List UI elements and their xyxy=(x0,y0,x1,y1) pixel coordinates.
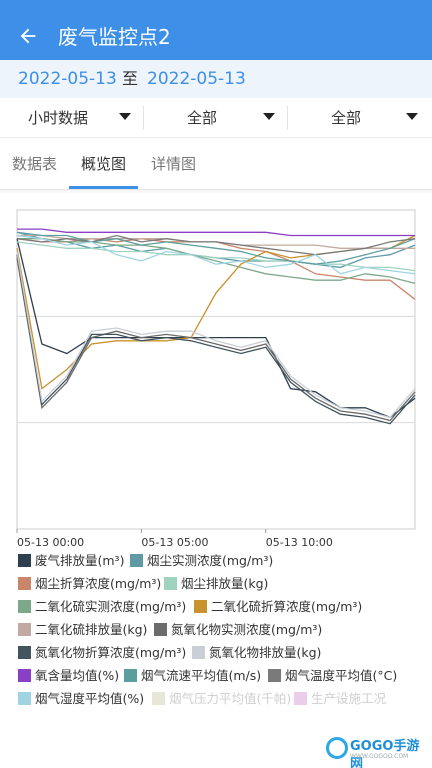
filter-label: 全部 xyxy=(187,109,218,127)
date-separator: 至 xyxy=(122,69,139,88)
date-range-bar: 2022-05-13 至 2022-05-13 xyxy=(0,60,432,98)
legend-item[interactable]: 废气排放量(m³) xyxy=(18,550,124,572)
legend-item[interactable]: 二氧化硫折算浓度(mg/m³) xyxy=(194,596,362,618)
start-date[interactable]: 2022-05-13 xyxy=(18,69,117,89)
legend-label: 烟尘排放量(kg) xyxy=(181,576,269,591)
legend-item[interactable]: 烟尘折算浓度(mg/m³) xyxy=(18,573,161,595)
arrow-left-icon xyxy=(20,28,36,44)
back-button[interactable] xyxy=(14,22,42,50)
legend-swatch xyxy=(164,577,177,590)
end-date[interactable]: 2022-05-13 xyxy=(147,69,246,89)
legend-swatch xyxy=(18,646,31,659)
watermark-text: GOGO手游网 xyxy=(350,739,420,768)
legend-label: 烟尘实测浓度(mg/m³) xyxy=(147,553,274,568)
legend-item[interactable]: 氮氧化物折算浓度(mg/m³) xyxy=(18,642,186,664)
legend-label: 烟气湿度平均值(%) xyxy=(35,691,145,706)
legend-item[interactable]: 烟气压力平均值(千帕) xyxy=(152,688,291,710)
series-line-8 xyxy=(16,254,416,425)
filter-scope[interactable]: 全部 xyxy=(288,98,432,138)
active-tab-indicator xyxy=(69,186,138,189)
legend-label: 二氧化硫折算浓度(mg/m³) xyxy=(211,599,363,614)
filter-label: 全部 xyxy=(331,109,362,127)
legend-label: 废气排放量(m³) xyxy=(35,553,125,568)
page-title: 废气监控点2 xyxy=(58,25,171,49)
legend-item[interactable]: 生产设施工况 xyxy=(294,688,386,710)
legend-label: 二氧化硫排放量(kg) xyxy=(35,622,148,637)
series-line-13 xyxy=(16,234,416,275)
legend-label: 氮氧化物折算浓度(mg/m³) xyxy=(35,645,187,660)
series-line-10 xyxy=(17,228,415,237)
filter-label: 小时数据 xyxy=(28,109,89,127)
legend-item[interactable]: 氮氧化物实测浓度(mg/m³) xyxy=(154,619,322,641)
legend-label: 烟气温度平均值(°C) xyxy=(285,668,398,683)
legend-swatch xyxy=(152,692,165,705)
legend-item[interactable]: 二氧化硫排放量(kg) xyxy=(18,619,147,641)
series-line-11 xyxy=(16,231,416,265)
legend-item[interactable]: 烟气流速平均值(m/s) xyxy=(124,665,261,687)
legend-swatch xyxy=(154,623,167,636)
legend-swatch xyxy=(268,669,281,682)
legend-swatch xyxy=(18,577,31,590)
x-tick-label: 05-13 10:00 xyxy=(266,536,333,546)
series-line-0 xyxy=(16,238,416,419)
watermark: GOGO手游网 WWW.GOGOO.COM xyxy=(326,736,422,768)
legend-label: 氮氧化物实测浓度(mg/m³) xyxy=(171,622,323,637)
overview-chart: 05-13 00:00 05-13 05:00 05-13 10:00 废气排放量(… xyxy=(0,196,432,756)
caret-down-icon xyxy=(263,113,275,120)
legend-item[interactable]: 氧含量均值(%) xyxy=(18,665,119,687)
plot-frame xyxy=(16,209,416,530)
legend-label: 氮氧化物排放量(kg) xyxy=(209,645,322,660)
legend-label: 生产设施工况 xyxy=(311,691,387,706)
legend-item[interactable]: 氮氧化物排放量(kg) xyxy=(192,642,321,664)
x-tick-label: 05-13 00:00 xyxy=(17,536,84,546)
filter-divider xyxy=(143,106,144,130)
legend-label: 烟尘折算浓度(mg/m³) xyxy=(35,576,162,591)
watermark-logo-icon xyxy=(326,737,348,759)
tab-data-table[interactable]: 数据表 xyxy=(12,155,58,173)
series-line-7 xyxy=(16,257,416,422)
caret-down-icon xyxy=(119,113,131,120)
series-line-9 xyxy=(16,251,416,419)
legend-item[interactable]: 烟气湿度平均值(%) xyxy=(18,688,144,710)
line-chart: 05-13 00:00 05-13 05:00 05-13 10:00 xyxy=(16,209,416,549)
watermark-sub: WWW.GOGOO.COM xyxy=(350,753,409,760)
tab-bar: 数据表 概览图 详情图 xyxy=(0,140,432,190)
legend-item[interactable]: 烟尘实测浓度(mg/m³) xyxy=(130,550,273,572)
series-line-4 xyxy=(17,238,416,285)
legend-item[interactable]: 二氧化硫实测浓度(mg/m³) xyxy=(18,596,186,618)
series-line-3 xyxy=(16,241,416,272)
tab-detail-chart[interactable]: 详情图 xyxy=(151,155,197,173)
legend-label: 二氧化硫实测浓度(mg/m³) xyxy=(35,599,187,614)
legend-swatch xyxy=(18,623,31,636)
legend-swatch xyxy=(130,554,143,567)
legend-item[interactable]: 烟尘排放量(kg) xyxy=(164,573,268,595)
legend-item[interactable]: 烟气温度平均值(°C) xyxy=(268,665,397,687)
filter-bar: 小时数据 全部 全部 xyxy=(0,98,432,138)
filter-data-type[interactable]: 小时数据 xyxy=(0,98,144,138)
legend-swatch xyxy=(18,692,31,705)
series-line-12 xyxy=(16,234,416,256)
x-tick-label: 05-13 05:00 xyxy=(141,536,208,546)
caret-down-icon xyxy=(406,113,418,120)
legend-swatch xyxy=(18,600,31,613)
legend-label: 烟气压力平均值(千帕) xyxy=(169,691,292,706)
filter-pollutant[interactable]: 全部 xyxy=(144,98,288,138)
legend-label: 氧含量均值(%) xyxy=(35,668,120,683)
legend-swatch xyxy=(124,669,137,682)
tab-overview-chart[interactable]: 概览图 xyxy=(81,155,127,173)
legend-swatch xyxy=(294,692,307,705)
app-bar: 废气监控点2 xyxy=(0,0,432,60)
filter-divider xyxy=(287,106,288,130)
legend-swatch xyxy=(18,669,31,682)
legend-label: 烟气流速平均值(m/s) xyxy=(141,668,262,683)
legend-swatch xyxy=(194,600,207,613)
legend-swatch xyxy=(192,646,205,659)
legend-swatch xyxy=(18,554,31,567)
